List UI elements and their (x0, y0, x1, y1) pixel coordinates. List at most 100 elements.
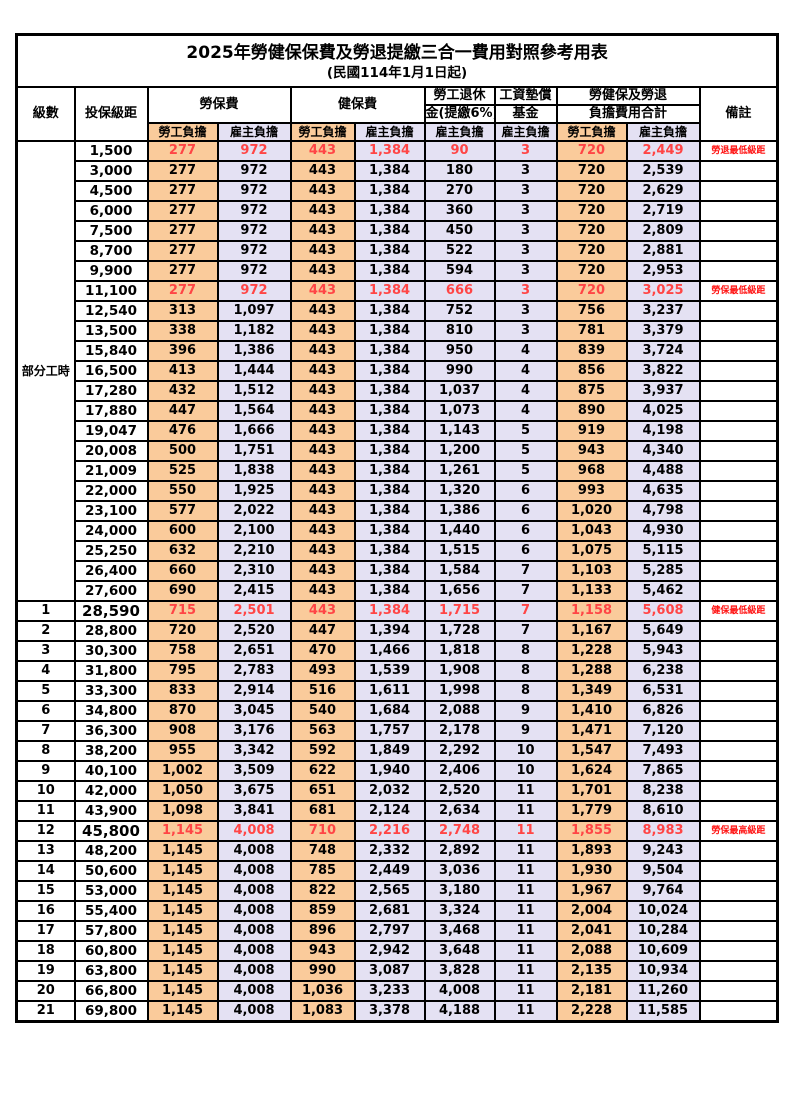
cell-hi-er: 1,384 (353, 140, 426, 162)
cell-tot-emp: 1,855 (555, 820, 628, 842)
cell-pension: 3,468 (423, 920, 496, 942)
cell-bracket: 31,800 (73, 660, 149, 682)
cell-hi-emp: 622 (289, 760, 356, 782)
cell-li-emp: 1,145 (146, 840, 219, 862)
table-row: 10 42,000 1,050 3,675 651 2,032 2,520 11 1,701 8,… (15, 780, 779, 802)
cell-fund: 11 (493, 780, 558, 802)
subheader-fund-employer: 雇主負擔 (493, 122, 558, 142)
cell-level: 13 (15, 840, 76, 862)
cell-hi-er: 1,384 (353, 600, 426, 622)
cell-pension: 666 (423, 280, 496, 302)
cell-li-emp: 1,098 (146, 800, 219, 822)
cell-hi-emp: 443 (289, 220, 356, 242)
cell-tot-emp: 856 (555, 360, 628, 382)
cell-bracket: 25,250 (73, 540, 149, 562)
header-row-3: 勞工負擔 雇主負擔 勞工負擔 雇主負擔 雇主負擔 雇主負擔 勞工負擔 雇主負擔 (17, 122, 778, 142)
header-level: 級數 (15, 86, 76, 142)
cell-fund: 5 (493, 460, 558, 482)
cell-remark (698, 700, 779, 722)
cell-pension: 270 (423, 180, 496, 202)
header-labor-insurance: 勞保費 (146, 86, 292, 124)
cell-fund: 11 (493, 900, 558, 922)
cell-tot-emp: 1,158 (555, 600, 628, 622)
cell-li-emp: 1,050 (146, 780, 219, 802)
cell-fund: 3 (493, 260, 558, 282)
cell-li-emp: 1,145 (146, 820, 219, 842)
cell-li-emp: 908 (146, 720, 219, 742)
cell-pension: 1,143 (423, 420, 496, 442)
cell-remark (698, 160, 779, 182)
cell-tot-er: 6,238 (625, 660, 701, 682)
cell-fund: 11 (493, 1000, 558, 1023)
table-row: 27,600 690 2,415 443 1,384 1,656 7 1,133 5,462 (17, 580, 779, 602)
cell-tot-er: 8,983 (625, 820, 701, 842)
cell-tot-er: 2,539 (625, 160, 701, 182)
cell-bracket: 7,500 (73, 220, 149, 242)
cell-tot-emp: 2,004 (555, 900, 628, 922)
cell-remark: 勞保最高級距 (698, 820, 779, 842)
cell-tot-er: 4,025 (625, 400, 701, 422)
cell-hi-er: 1,384 (353, 380, 426, 402)
cell-hi-er: 2,216 (353, 820, 426, 842)
cell-tot-emp: 720 (555, 180, 628, 202)
cell-tot-emp: 1,020 (555, 500, 628, 522)
cell-li-emp: 1,145 (146, 960, 219, 982)
cell-remark (698, 220, 779, 242)
cell-hi-emp: 943 (289, 940, 356, 962)
table-row: 26,400 660 2,310 443 1,384 1,584 7 1,103 5,285 (17, 560, 779, 582)
cell-tot-emp: 1,893 (555, 840, 628, 862)
cell-pension: 1,656 (423, 580, 496, 602)
cell-li-emp: 277 (146, 180, 219, 202)
cell-hi-er: 1,539 (353, 660, 426, 682)
cell-remark (698, 240, 779, 262)
cell-bracket: 48,200 (73, 840, 149, 862)
cell-fund: 11 (493, 820, 558, 842)
cell-li-er: 3,342 (216, 740, 292, 762)
cell-pension: 1,818 (423, 640, 496, 662)
table-row: 8 38,200 955 3,342 592 1,849 2,292 10 1,547 7,493 (15, 740, 779, 762)
cell-pension: 990 (423, 360, 496, 382)
cell-fund: 11 (493, 880, 558, 902)
cell-tot-er: 6,531 (625, 680, 701, 702)
cell-tot-emp: 993 (555, 480, 628, 502)
cell-remark: 勞退最低級距 (698, 140, 779, 162)
cell-li-er: 2,914 (216, 680, 292, 702)
cell-pension: 950 (423, 340, 496, 362)
cell-pension: 1,037 (423, 380, 496, 402)
cell-tot-er: 10,609 (625, 940, 701, 962)
cell-tot-er: 11,585 (625, 1000, 701, 1023)
cell-fund: 7 (493, 580, 558, 602)
cell-li-emp: 277 (146, 200, 219, 222)
cell-li-emp: 715 (146, 600, 219, 622)
cell-li-emp: 525 (146, 460, 219, 482)
cell-li-emp: 447 (146, 400, 219, 422)
cell-tot-er: 10,934 (625, 960, 701, 982)
cell-hi-er: 1,757 (353, 720, 426, 742)
cell-tot-emp: 1,349 (555, 680, 628, 702)
subheader-hi-employee: 勞工負擔 (289, 122, 356, 142)
cell-remark: 健保最低級距 (698, 600, 779, 622)
cell-li-er: 3,176 (216, 720, 292, 742)
cell-hi-er: 2,797 (353, 920, 426, 942)
cell-li-emp: 550 (146, 480, 219, 502)
cell-li-emp: 1,145 (146, 980, 219, 1002)
cell-pension: 4,008 (423, 980, 496, 1002)
cell-pension: 3,648 (423, 940, 496, 962)
cell-remark (698, 680, 779, 702)
cell-pension: 1,386 (423, 500, 496, 522)
cell-remark (698, 920, 779, 942)
cell-hi-er: 1,384 (353, 260, 426, 282)
cell-tot-er: 3,822 (625, 360, 701, 382)
table-row: 3 30,300 758 2,651 470 1,466 1,818 8 1,228 5,943 (15, 640, 779, 662)
cell-hi-emp: 470 (289, 640, 356, 662)
cell-bracket: 1,500 (73, 140, 149, 162)
cell-li-er: 4,008 (216, 940, 292, 962)
cell-hi-emp: 681 (289, 800, 356, 822)
cell-bracket: 50,600 (73, 860, 149, 882)
cell-tot-emp: 756 (555, 300, 628, 322)
cell-li-emp: 758 (146, 640, 219, 662)
cell-bracket: 60,800 (73, 940, 149, 962)
cell-tot-er: 4,930 (625, 520, 701, 542)
cell-fund: 11 (493, 960, 558, 982)
cell-fund: 4 (493, 380, 558, 402)
